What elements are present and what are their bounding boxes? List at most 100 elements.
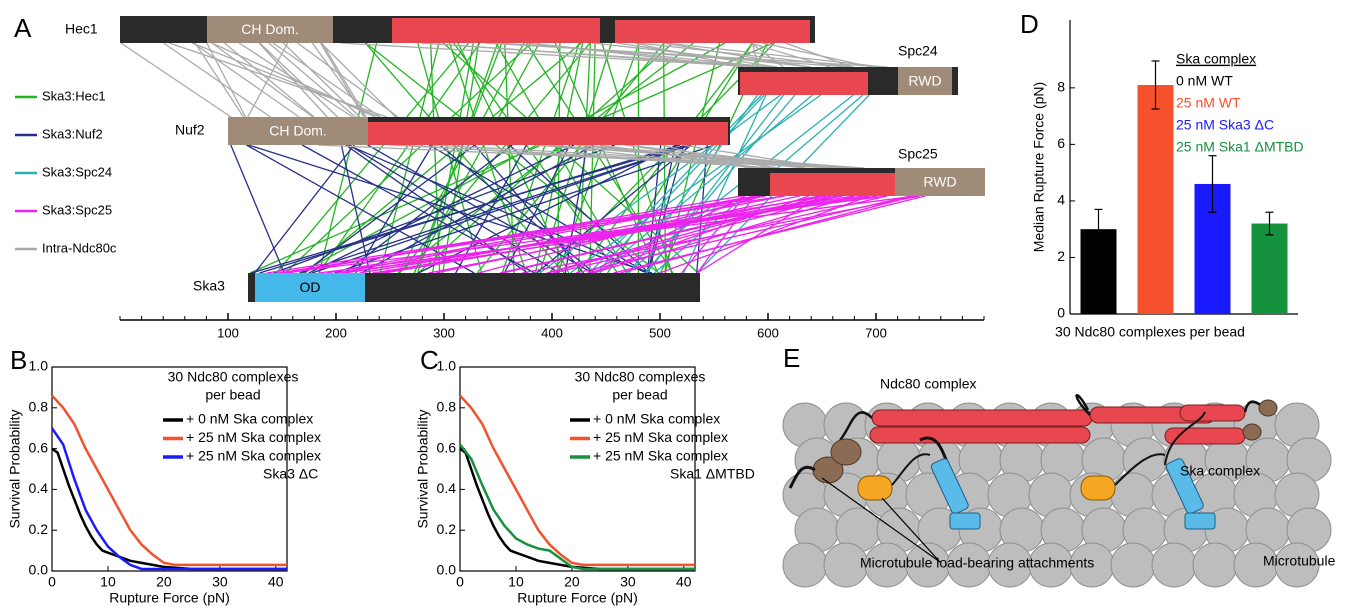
coiled-coil [871,409,1093,427]
x-axis-label: Rupture Force (pN) [109,590,230,606]
crosslink [625,144,779,169]
x-tick-label: 10 [100,574,116,590]
domain-label: CH Dom. [241,21,299,37]
crosslink [194,42,245,118]
panel-letter: C [420,345,439,375]
x-tick-label: 20 [564,574,580,590]
crosslink [318,42,378,274]
crosslink [258,42,328,118]
ska-od [1080,475,1116,501]
y-tick-label: 4 [1057,192,1065,208]
crosslink [311,144,692,274]
y-tick-label: 0.6 [437,439,457,455]
ch-domain [1258,399,1278,417]
legend-title: Ska complex [1176,51,1256,67]
crosslink [680,195,746,274]
crosslink [576,144,806,169]
crosslink [163,42,271,118]
illustration: Ndc80 complex Ska complex Microtubule Micro… [782,376,1336,588]
legend-label: + 25 nM Ska complex [593,448,728,464]
crosslink [343,144,513,274]
legend-label: 25 nM WT [1176,95,1241,111]
crosslink [361,144,595,274]
survival-curve [51,394,287,567]
y-tick-label: 0.4 [29,480,49,496]
panel-letter: D [1020,9,1039,39]
callout [821,477,941,563]
crosslink [340,144,371,274]
protein-label: Ska3 [193,278,225,294]
tick-label: 700 [865,325,887,340]
protein-label: Nuf2 [175,122,205,138]
legend-title: 30 Ndc80 complexes [575,369,706,385]
coiled-coil [1179,404,1246,422]
crosslink [230,144,285,274]
legend-title: per bead [205,387,260,403]
coiled-coil [1164,427,1246,445]
protein-label: Hec1 [65,21,98,37]
x-tick-label: 10 [508,574,524,590]
crosslinks [120,42,926,274]
crosslink [430,42,441,274]
crosslink [311,42,367,118]
legend-label: Ska1 ΔMTBD [670,466,755,482]
crosslink [696,195,755,274]
survival-curve [459,443,695,571]
crosslink [246,144,475,274]
crosslink [334,144,715,274]
crosslink [659,195,870,274]
tick-label: 600 [757,325,779,340]
y-tick-label: 0.2 [29,521,49,537]
crosslink [785,42,853,68]
crosslink [750,42,784,68]
crosslink [751,42,760,68]
tick-label: 200 [325,325,347,340]
survival-curve [51,447,287,571]
panel-letter: A [14,13,32,43]
legend-label: 25 nM Ska3 ΔC [1176,117,1274,133]
legend-label: + 25 nM Ska complex [593,429,728,445]
y-tick-label: 8 [1057,79,1065,95]
coiled-coil [869,426,1091,444]
legend-label: + 0 nM Ska complex [186,411,313,427]
legend-label: 25 nM Ska1 ΔMTBD [1176,139,1304,155]
crosslink [277,195,784,274]
survival-curve [50,427,287,571]
crosslink [591,42,811,68]
crosslink [431,42,474,274]
coverage [368,122,728,145]
crosslink [613,195,926,274]
tick-label: 400 [541,325,563,340]
x-tick-label: 30 [212,574,228,590]
crosslink [644,94,796,274]
crosslink [191,42,381,118]
crosslink [348,144,560,274]
legend-title: per bead [612,387,667,403]
x-tick-label: 0 [456,574,464,590]
ska-complex [1184,512,1216,530]
survival-curve [459,394,695,567]
crosslink [536,144,692,274]
crosslink [367,144,593,274]
crosslink [248,144,653,274]
crosslink [318,42,481,274]
crosslink [364,42,565,274]
x-tick-label: 30 [620,574,636,590]
protein-label: Spc24 [898,43,938,59]
y-tick-label: 0.8 [29,399,49,415]
crosslink [662,144,749,169]
crosslink [273,144,615,274]
crosslink [634,42,743,68]
panel-letter: B [10,345,27,375]
domain-label: OD [300,279,321,295]
callout [881,497,941,563]
crosslink [247,42,289,118]
crosslink [284,42,532,274]
x-axis-label: Rupture Force (pN) [517,590,638,606]
legend-label: Ska3 ΔC [263,466,318,482]
crosslink [580,144,858,169]
tubulin [1151,542,1197,588]
crosslink [474,144,585,274]
